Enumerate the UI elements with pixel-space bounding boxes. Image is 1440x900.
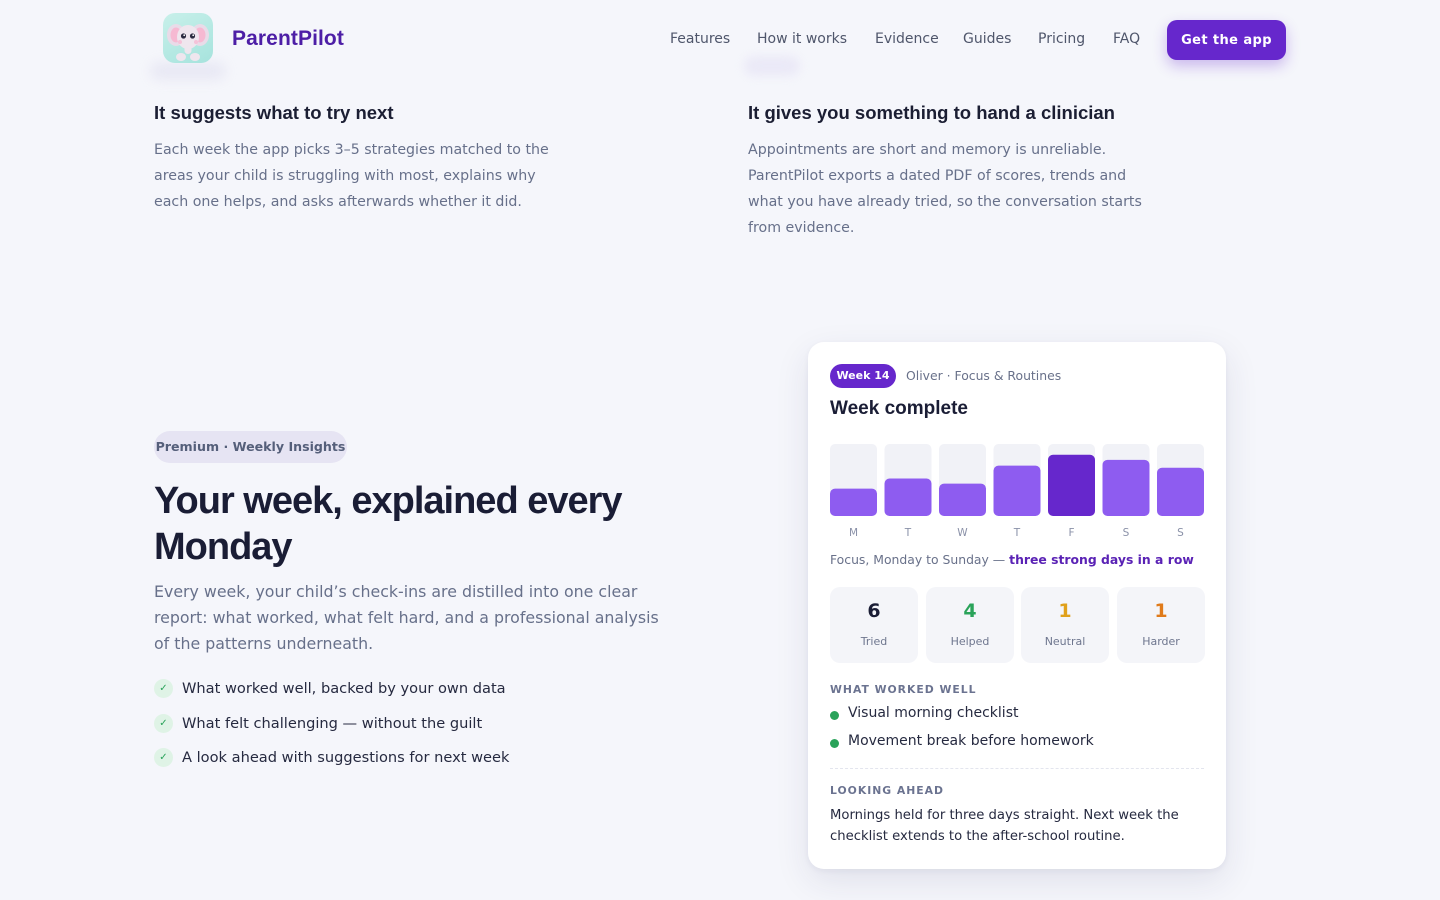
focus-bar-2 [939,483,986,516]
green-dot-icon [830,739,839,748]
check-item-text: What worked well, backed by your own dat… [182,680,506,697]
check-item-text: What felt challenging — without the guil… [182,715,483,732]
check-item-text: A look ahead with suggestions for next w… [182,749,510,766]
day-tick-label: F [1068,527,1074,539]
nav-link-guides[interactable]: Guides [963,31,1012,47]
weekly-report-card: Week 14 Oliver · Focus & Routines Week c… [808,342,1226,869]
feature-title-clinician: It gives you something to hand a clinici… [748,102,1115,123]
checkmark-icon: ✓ [154,714,173,733]
feature-title-suggestions: It suggests what to try next [154,102,394,123]
stat-label: Tried [860,635,888,648]
stat-value: 1 [1058,600,1072,622]
nav-link-evidence[interactable]: Evidence [875,31,939,47]
stat-label: Harder [1142,635,1180,648]
chart-caption-highlight: three strong days in a row [1009,552,1194,567]
get-the-app-button[interactable]: Get the app [1167,20,1286,60]
stat-helped: 4 Helped [926,587,1014,663]
day-tick-label: T [1013,527,1021,539]
checkmark-icon: ✓ [154,679,173,698]
chart-caption: Focus, Monday to Sunday — three strong d… [830,552,1194,567]
logo-shadow [150,62,226,80]
day-tick-label: S [1177,527,1184,539]
report-subtitle: Oliver · Focus & Routines [906,368,1062,383]
day-tick-label: T [904,527,912,539]
stat-harder: 1 Harder [1117,587,1205,663]
stat-value: 1 [1154,600,1168,622]
worked-item-text: Visual morning checklist [848,705,1019,721]
focus-bar-0 [830,488,877,516]
day-tick-label: W [957,527,968,539]
premium-weekly-insights-pill: Premium · Weekly Insights [154,431,347,463]
focus-bar-4 [1048,454,1095,516]
stat-neutral: 1 Neutral [1021,587,1109,663]
elephant-mascot-icon[interactable] [163,13,213,63]
checkmark-icon: ✓ [154,748,173,767]
stat-tried: 6 Tried [830,587,918,663]
what-worked-well-label: WHAT WORKED WELL [830,683,977,696]
worked-item-text: Movement break before homework [848,733,1094,749]
feature-text-suggestions: Each week the app picks 3–5 strategies m… [154,142,549,210]
day-tick-label: M [849,527,858,539]
focus-bar-6 [1157,467,1204,516]
nav-link-features[interactable]: Features [670,31,731,47]
nav-link-how-it-works[interactable]: How it works [757,31,847,47]
feature-text-clinician: Appointments are short and memory is unr… [748,142,1142,236]
focus-bar-5 [1102,459,1150,516]
green-dot-icon [830,711,839,720]
nav-link-faq[interactable]: FAQ [1113,31,1141,47]
stat-value: 6 [867,600,881,622]
faded-decoration [744,56,800,76]
focus-bar-1 [884,478,932,516]
stat-label: Helped [950,635,990,648]
focus-bar-3 [993,465,1041,516]
brand-name[interactable]: ParentPilot [232,27,344,50]
day-tick-label: S [1123,527,1130,539]
top-navigation-bar: ParentPilot Features How it works Eviden… [0,0,1440,80]
looking-ahead-label: LOOKING AHEAD [830,784,944,797]
week-badge: Week 14 [830,364,896,388]
stat-label: Neutral [1044,635,1086,648]
nav-link-pricing[interactable]: Pricing [1038,31,1086,47]
insights-headline: Your week, explained every Monday [154,480,623,568]
looking-ahead-text: Mornings held for three days straight. N… [830,808,1179,844]
stat-value: 4 [963,600,977,622]
dashed-divider [830,768,1204,769]
insights-lead-paragraph: Every week, your child’s check-ins are d… [154,582,659,653]
report-title: Week complete [830,398,968,419]
chart-caption-prefix: Focus, Monday to Sunday — [830,552,1010,567]
